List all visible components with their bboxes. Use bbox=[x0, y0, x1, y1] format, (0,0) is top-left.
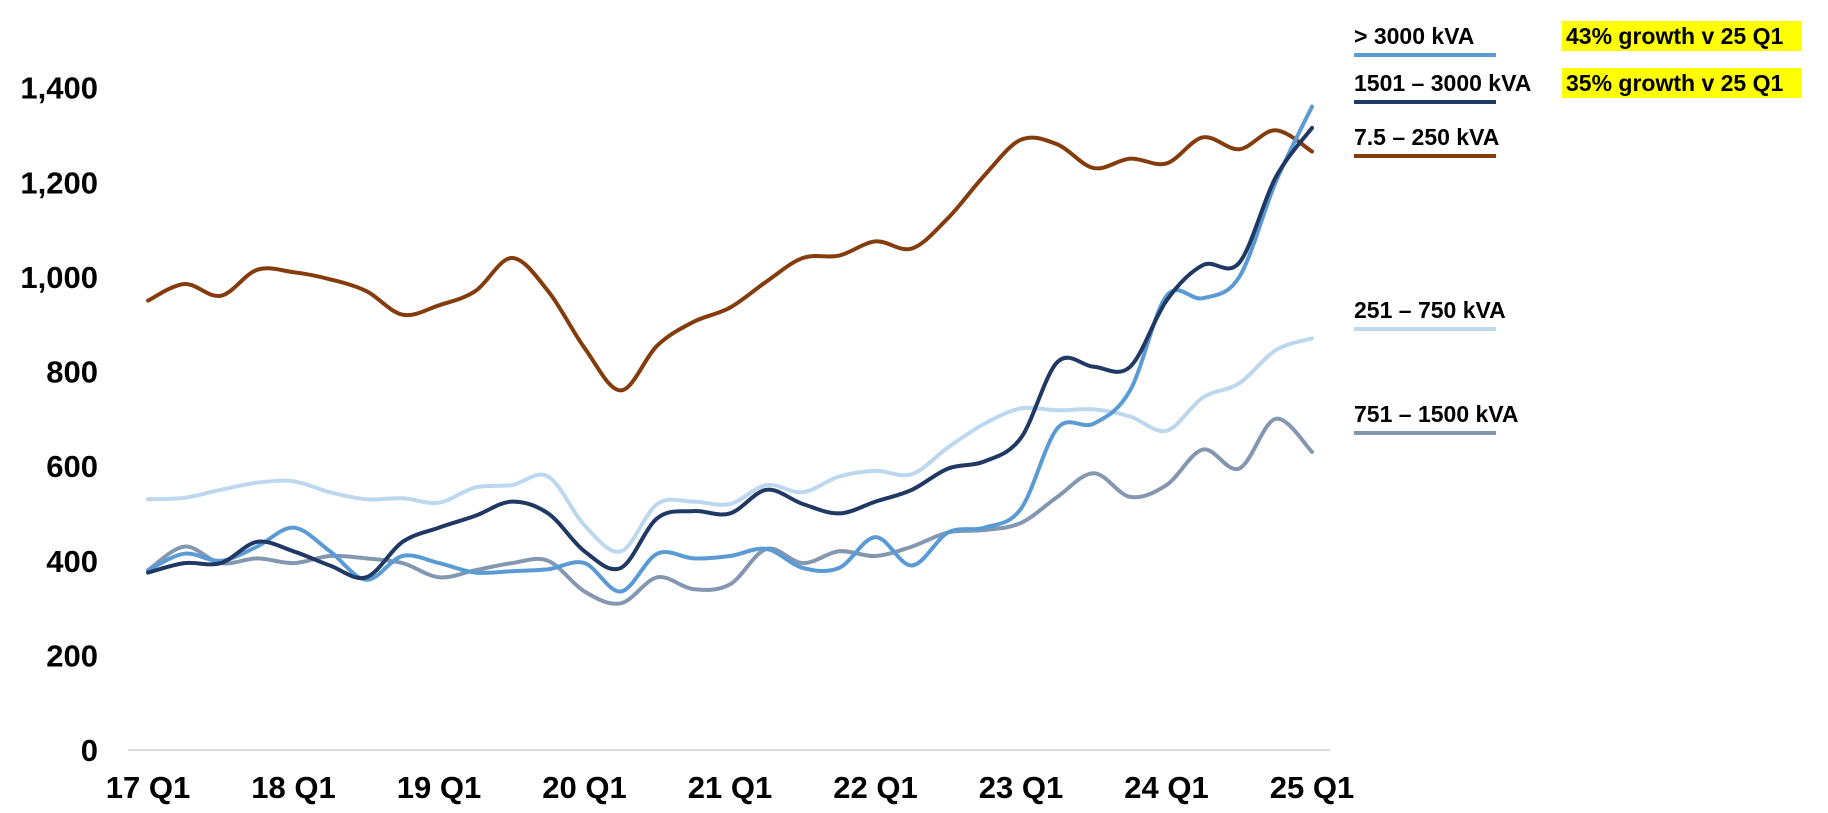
x-tick-label: 22 Q1 bbox=[833, 770, 917, 805]
y-tick-label: 600 bbox=[46, 449, 98, 484]
x-axis: 17 Q1 18 Q1 19 Q1 20 Q1 21 Q1 22 Q1 23 Q1 24 Q1… bbox=[106, 770, 1354, 805]
x-tick-label: 19 Q1 bbox=[397, 770, 481, 805]
y-tick-label: 1,400 bbox=[20, 71, 98, 106]
legend-label: > 3000 kVA bbox=[1354, 23, 1474, 49]
highlight-box bbox=[1562, 21, 1802, 51]
legend-entry: 7.5 – 250 kVA bbox=[1354, 124, 1499, 158]
legend-entry: 751 – 1500 kVA bbox=[1354, 401, 1519, 435]
y-tick-label: 400 bbox=[46, 544, 98, 579]
legend-label: 7.5 – 250 kVA bbox=[1354, 124, 1499, 150]
growth-note: 43% growth v 25 Q1 bbox=[1566, 23, 1784, 49]
highlight-box bbox=[1562, 68, 1802, 98]
legend-label: 1501 – 3000 kVA bbox=[1354, 70, 1531, 96]
x-tick-label: 20 Q1 bbox=[542, 770, 626, 805]
legend-label: 251 – 750 kVA bbox=[1354, 297, 1506, 323]
y-tick-label: 1,000 bbox=[20, 260, 98, 295]
series-line bbox=[146, 416, 1314, 606]
x-tick-label: 23 Q1 bbox=[979, 770, 1063, 805]
y-tick-label: 1,200 bbox=[20, 165, 98, 200]
legend-entry: 251 – 750 kVA bbox=[1354, 297, 1506, 331]
series-lines bbox=[146, 104, 1314, 606]
legend-entry: > 3000 kVA 43% growth v 25 Q1 bbox=[1354, 21, 1802, 57]
x-tick-label: 25 Q1 bbox=[1270, 770, 1354, 805]
x-tick-label: 18 Q1 bbox=[251, 770, 335, 805]
y-tick-label: 200 bbox=[46, 638, 98, 673]
x-tick-label: 24 Q1 bbox=[1124, 770, 1208, 805]
growth-note: 35% growth v 25 Q1 bbox=[1566, 70, 1784, 96]
legend: > 3000 kVA 43% growth v 25 Q1 1501 – 3000 … bbox=[1354, 21, 1802, 435]
legend-entry: 1501 – 3000 kVA 35% growth v 25 Q1 bbox=[1354, 68, 1802, 104]
x-tick-label: 17 Q1 bbox=[106, 770, 190, 805]
series-line bbox=[146, 336, 1314, 554]
x-tick-label: 21 Q1 bbox=[688, 770, 772, 805]
legend-label: 751 – 1500 kVA bbox=[1354, 401, 1519, 427]
y-axis: 0 200 400 600 800 1,000 1,200 1,400 bbox=[20, 71, 98, 768]
y-tick-label: 800 bbox=[46, 355, 98, 390]
series-line bbox=[146, 104, 1314, 594]
series-line bbox=[146, 128, 1314, 393]
series-line bbox=[146, 125, 1314, 581]
y-tick-label: 0 bbox=[81, 733, 98, 768]
